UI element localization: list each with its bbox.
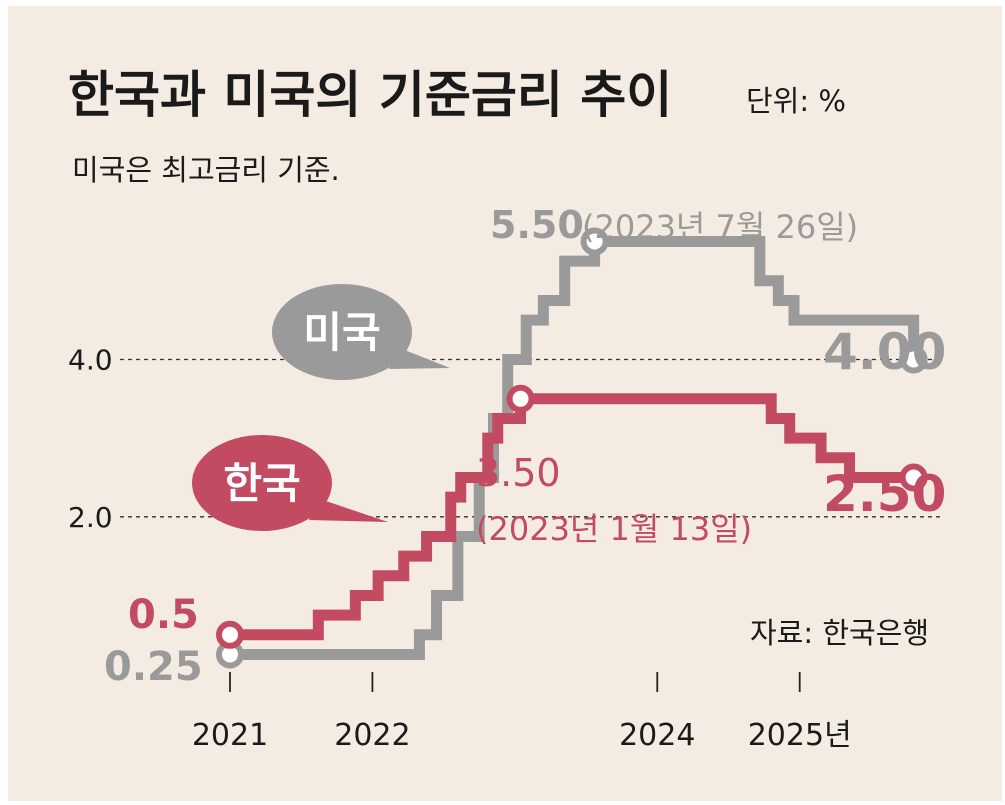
x-tick-label: 2024 [619,718,695,753]
chart-title: 한국과 미국의 기준금리 추이 [68,66,672,124]
kr-peak-value: 3.50 [476,451,561,495]
y-tick-label: 4.0 [68,343,113,376]
kr-start-label: 0.5 [128,592,199,638]
us-bubble [272,284,412,380]
kr-bubble-label: 한국 [223,459,300,508]
chart-subtitle: 미국은 최고금리 기준. [72,153,340,187]
us-peak-marker [580,227,609,256]
x-tick-label: 2025년 [748,718,852,753]
us-peak-date: (2023년 7월 26일) [582,208,858,246]
y-tick-label: 2.0 [68,501,113,534]
us-end-marker [899,345,928,374]
us-peak-value: 5.50 [490,203,584,247]
korea-rate-line [230,393,914,641]
kr-tail [309,498,388,522]
us-start-label: 0.25 [104,644,203,690]
x-tick-label: 2021 [192,718,268,753]
kr-end-label: 2.50 [823,465,946,523]
us-bubble-label: 미국 [303,308,380,357]
unit-label: 단위: % [746,84,846,118]
us-end-label: 4.00 [823,323,946,381]
kr-end-marker [899,463,928,492]
point-markers [216,227,928,669]
kr-bubble [192,435,332,531]
source-note: 자료: 한국은행 [750,616,929,650]
series-lines [230,235,920,660]
x-axis: 2021 2022 2024 2025년 [192,672,852,753]
kr-peak-marker [506,384,535,413]
us-rate-line [230,235,920,660]
kr-start-marker [216,620,244,649]
kr-peak-date: (2023년 1월 13일) [476,510,752,548]
x-tick-label: 2022 [334,718,410,753]
